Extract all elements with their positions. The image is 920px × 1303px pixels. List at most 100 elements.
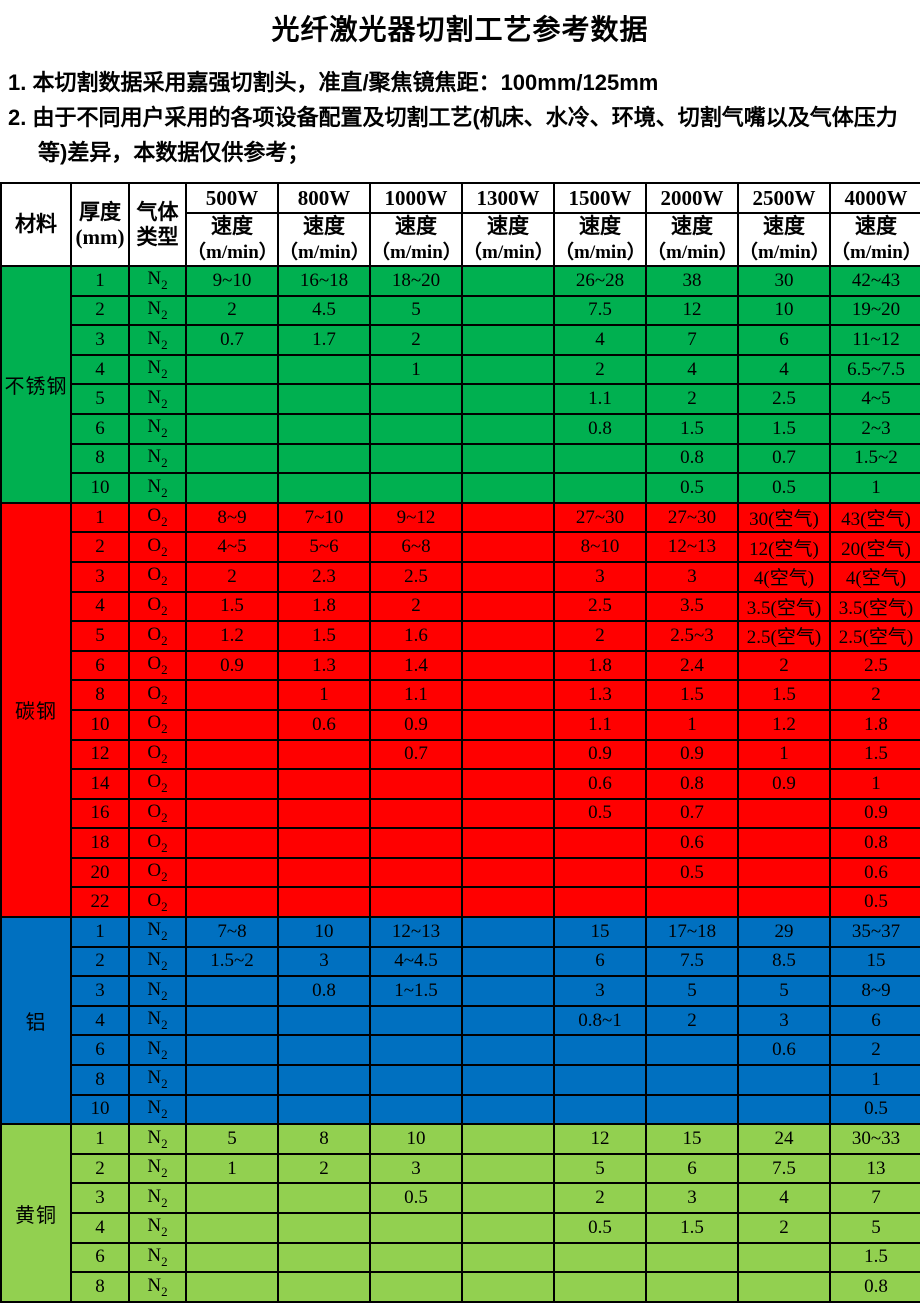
speed-cell: 6	[553, 945, 647, 978]
speed-cell: 30(空气)	[737, 501, 831, 534]
speed-cell: 1.1	[369, 679, 463, 711]
speed-cell: 0.6	[737, 1034, 831, 1067]
speed-cell	[461, 856, 555, 889]
gas-cell: O2	[128, 708, 187, 741]
speed-cell: 1.5	[737, 679, 831, 711]
speed-cell	[185, 1241, 279, 1274]
speed-cell: 30~33	[829, 1123, 920, 1155]
header-thickness-label: 厚度	[79, 199, 121, 224]
speed-cell: 0.6	[277, 708, 371, 741]
speed-cell: 4~5	[185, 531, 279, 563]
speed-cell: 0.5	[645, 472, 739, 504]
speed-cell	[185, 472, 279, 504]
speed-cell: 3.5	[645, 590, 739, 623]
header-thickness-unit: (mm)	[75, 224, 125, 249]
speed-cell: 8~9	[185, 501, 279, 534]
gas-cell: N2	[128, 324, 187, 356]
speed-cell	[553, 1093, 647, 1126]
speed-cell: 1.5	[737, 412, 831, 445]
speed-cell: 1	[277, 679, 371, 711]
speed-cell	[461, 1152, 555, 1185]
gas-cell: N2	[128, 383, 187, 415]
gas-cell: N2	[128, 265, 187, 297]
speed-cell	[185, 738, 279, 771]
header-speed-500W: 速度 （m/min）	[185, 212, 279, 267]
speed-cell: 1.1	[553, 708, 647, 741]
speed-label: 速度	[671, 214, 713, 238]
speed-cell: 2	[737, 649, 831, 682]
speed-cell	[369, 768, 463, 800]
header-power-1300W: 1300W	[461, 182, 555, 214]
material-cell: 铝	[0, 916, 72, 1126]
speed-cell: 35~37	[829, 916, 920, 948]
speed-cell: 24	[737, 1123, 831, 1155]
speed-cell	[461, 472, 555, 504]
speed-cell: 1.5	[645, 679, 739, 711]
speed-cell	[277, 856, 371, 889]
speed-cell: 4	[645, 353, 739, 386]
speed-cell: 5	[737, 975, 831, 1007]
table-row: 6 N2 1.5	[1, 1241, 920, 1274]
gas-cell: O2	[128, 797, 187, 830]
speed-label: 速度	[395, 214, 437, 238]
speed-cell	[185, 353, 279, 386]
speed-cell: 7.5	[737, 1152, 831, 1185]
thickness-cell: 3	[70, 560, 130, 593]
speed-cell	[369, 383, 463, 415]
speed-cell: 2	[185, 294, 279, 327]
speed-cell: 0.7	[645, 797, 739, 830]
speed-cell	[553, 856, 647, 889]
speed-cell	[553, 827, 647, 859]
speed-label: 速度	[855, 214, 897, 238]
speed-cell	[461, 324, 555, 356]
speed-cell: 3	[369, 1152, 463, 1185]
speed-cell: 42~43	[829, 265, 920, 297]
speed-cell: 1.8	[829, 708, 920, 741]
speed-cell: 7~8	[185, 916, 279, 948]
gas-cell: N2	[128, 1093, 187, 1126]
table-row: 10 O2 0.6 0.9 1.1 1 1.2 1.8	[1, 708, 920, 741]
speed-cell: 0.5	[829, 886, 920, 919]
speed-cell	[461, 649, 555, 682]
thickness-cell: 20	[70, 856, 130, 889]
table-row: 5 O2 1.2 1.5 1.6 2 2.5~3 2.5(空气) 2.5(空气)	[1, 620, 920, 652]
gas-cell: N2	[128, 1212, 187, 1244]
speed-cell: 1.5	[645, 412, 739, 445]
speed-cell: 1.2	[185, 620, 279, 652]
table-row: 8 O2 1 1.1 1.3 1.5 1.5 2	[1, 679, 920, 711]
speed-cell: 0.9	[185, 649, 279, 682]
speed-cell	[461, 353, 555, 386]
thickness-cell: 3	[70, 975, 130, 1007]
speed-cell	[369, 1271, 463, 1303]
notes-block: 1. 本切割数据采用嘉强切割头，准直/聚焦镜焦距：100mm/125mm 2. …	[8, 65, 914, 170]
speed-cell	[277, 412, 371, 445]
speed-cell: 9~10	[185, 265, 279, 297]
thickness-cell: 5	[70, 383, 130, 415]
table-row: 4 N2 1 2 4 4 6.5~7.5	[1, 353, 920, 386]
gas-cell: N2	[128, 353, 187, 386]
speed-label: 速度	[763, 214, 805, 238]
table-row: 5 N2 1.1 2 2.5 4~5	[1, 383, 920, 415]
speed-cell	[185, 442, 279, 475]
table-row: 2 O2 4~5 5~6 6~8 8~10 12~13 12(空气) 20(空气)	[1, 531, 920, 563]
thickness-cell: 1	[70, 916, 130, 948]
speed-cell: 0.7	[737, 442, 831, 475]
gas-cell: N2	[128, 1123, 187, 1155]
speed-cell: 27~30	[553, 501, 647, 534]
thickness-cell: 6	[70, 649, 130, 682]
speed-cell: 1.8	[277, 590, 371, 623]
gas-cell: N2	[128, 1034, 187, 1067]
speed-cell: 6	[829, 1004, 920, 1037]
speed-cell	[185, 1271, 279, 1303]
speed-cell: 19~20	[829, 294, 920, 327]
header-power-4000W: 4000W	[829, 182, 920, 214]
table-row: 6 O2 0.9 1.3 1.4 1.8 2.4 2 2.5	[1, 649, 920, 682]
speed-cell	[185, 886, 279, 919]
speed-cell: 0.7	[185, 324, 279, 356]
speed-cell: 4(空气)	[737, 560, 831, 593]
thickness-cell: 1	[70, 501, 130, 534]
thickness-cell: 22	[70, 886, 130, 919]
speed-cell: 30	[737, 265, 831, 297]
speed-cell	[461, 501, 555, 534]
speed-cell: 17~18	[645, 916, 739, 948]
